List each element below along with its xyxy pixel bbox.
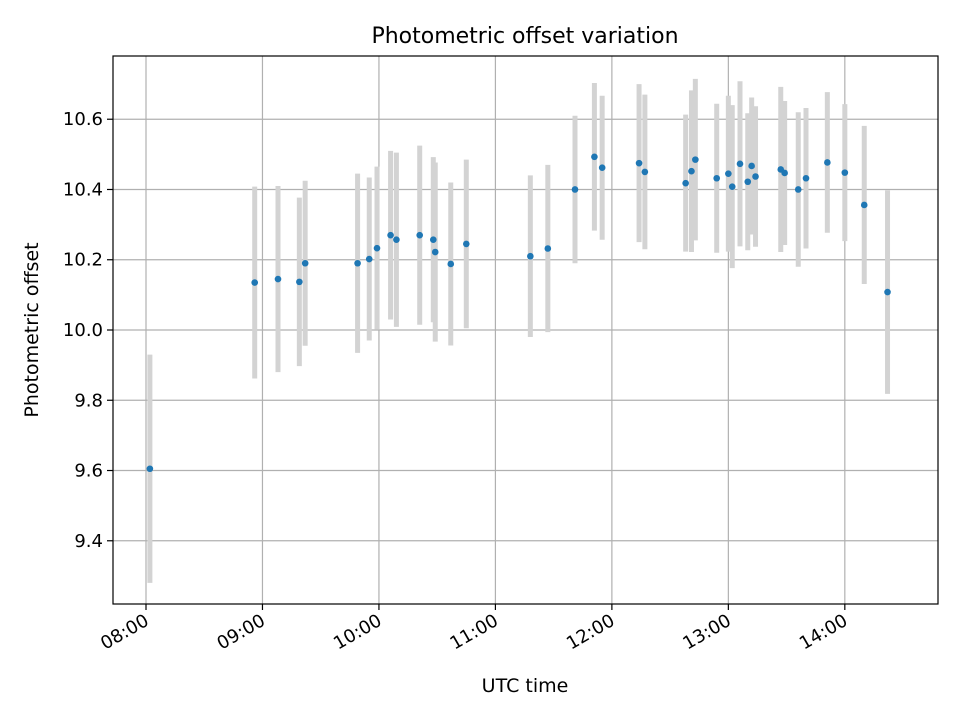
data-point bbox=[641, 168, 649, 176]
y-tick-label: 9.8 bbox=[74, 390, 103, 411]
data-point bbox=[860, 201, 868, 209]
data-point bbox=[296, 278, 303, 286]
data-point bbox=[752, 173, 759, 180]
chart-title: Photometric offset variation bbox=[371, 24, 678, 49]
data-point bbox=[635, 159, 643, 167]
data-point bbox=[591, 153, 598, 161]
data-point bbox=[431, 248, 439, 256]
y-tick-label: 9.4 bbox=[74, 531, 103, 552]
data-point bbox=[744, 178, 752, 186]
data-point bbox=[841, 169, 849, 176]
data-point bbox=[824, 159, 831, 166]
y-tick-label: 10.6 bbox=[63, 109, 103, 130]
y-tick-label: 9.6 bbox=[74, 461, 103, 482]
data-point bbox=[387, 231, 394, 239]
data-point bbox=[274, 275, 282, 283]
y-axis-label: Photometric offset bbox=[21, 242, 43, 417]
data-point bbox=[884, 288, 891, 296]
data-point bbox=[728, 183, 736, 190]
data-point bbox=[682, 179, 689, 187]
data-point bbox=[802, 174, 810, 182]
data-point bbox=[354, 259, 361, 267]
data-point bbox=[527, 252, 534, 260]
data-point bbox=[365, 255, 373, 263]
y-axis: 9.4 9.6 9.8 10.0 10.2 10.4 10.6 bbox=[63, 109, 113, 552]
data-point bbox=[447, 260, 455, 268]
y-tick-label: 10.2 bbox=[63, 250, 103, 271]
data-point bbox=[781, 169, 788, 177]
data-point bbox=[571, 186, 579, 193]
data-point bbox=[146, 465, 154, 473]
data-point bbox=[301, 259, 309, 267]
data-point bbox=[429, 236, 437, 244]
data-point bbox=[462, 240, 470, 248]
data-point bbox=[688, 167, 695, 175]
y-tick-label: 10.4 bbox=[63, 179, 103, 200]
data-point bbox=[393, 236, 400, 244]
data-point bbox=[416, 231, 424, 239]
data-point bbox=[794, 186, 802, 193]
data-points bbox=[146, 153, 891, 473]
data-point bbox=[748, 162, 755, 170]
x-axis-label: UTC time bbox=[482, 675, 569, 697]
data-point bbox=[692, 156, 699, 163]
data-point bbox=[251, 279, 259, 286]
data-point bbox=[713, 174, 721, 182]
data-point bbox=[736, 160, 744, 168]
data-point bbox=[373, 244, 381, 252]
y-tick-label: 10.0 bbox=[63, 320, 103, 341]
data-point bbox=[544, 245, 552, 252]
data-point bbox=[598, 164, 606, 172]
data-point bbox=[725, 170, 732, 177]
